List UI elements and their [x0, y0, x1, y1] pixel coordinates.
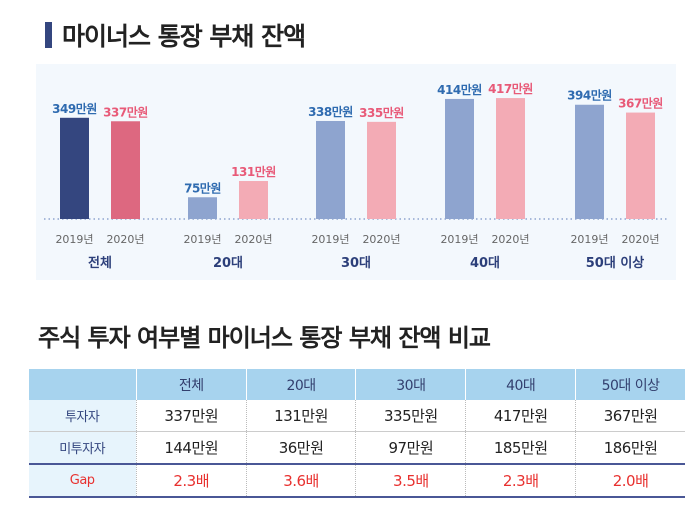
year-tick-label: 2019년 — [183, 233, 221, 246]
column-header: 50대 이상 — [575, 369, 685, 400]
table-cell: 97만원 — [355, 431, 466, 465]
column-header: 20대 — [245, 369, 356, 400]
data-label: 414만원 — [437, 82, 482, 97]
table-header-row: 전체 20대 30대 40대 50대 이상 — [28, 369, 685, 400]
table-cell: 131만원 — [245, 400, 356, 432]
category-label: 40대 — [470, 256, 500, 271]
table-cell: 186만원 — [575, 431, 685, 465]
bar-2020년 — [367, 121, 396, 219]
title-marker — [45, 22, 52, 48]
bar-2020년 — [239, 181, 268, 219]
data-label: 337만원 — [103, 104, 148, 119]
data-label: 349만원 — [52, 101, 97, 116]
category-label: 50대 이상 — [586, 255, 645, 271]
year-tick-label: 2020년 — [362, 233, 400, 246]
row-header: Gap — [28, 464, 137, 498]
bar-2019년 — [575, 104, 604, 219]
category-label: 전체 — [88, 255, 112, 271]
column-header — [28, 369, 137, 400]
table-cell: 337만원 — [135, 400, 247, 432]
table-row: Gap 2.3배 3.6배 3.5배 2.3배 2.0배 — [28, 464, 685, 498]
data-label: 394만원 — [567, 88, 612, 103]
bar-2019년 — [316, 120, 345, 219]
table-cell: 3.5배 — [355, 464, 466, 498]
category-label: 30대 — [341, 256, 371, 271]
year-tick-label: 2019년 — [311, 233, 349, 246]
table-cell: 367만원 — [575, 400, 685, 432]
comparison-table: 전체 20대 30대 40대 50대 이상 투자자 337만원 131만원 335만원 417만… — [28, 369, 685, 498]
data-label: 417만원 — [488, 81, 533, 96]
bar-2020년 — [111, 121, 140, 219]
table-cell: 3.6배 — [245, 464, 356, 498]
table-cell: 417만원 — [465, 400, 576, 432]
year-tick-label: 2019년 — [440, 233, 478, 246]
bar-2019년 — [445, 98, 474, 219]
table-cell: 2.3배 — [465, 464, 576, 498]
column-header: 전체 — [135, 369, 247, 400]
bar-2019년 — [188, 197, 217, 219]
data-label: 338만원 — [308, 104, 353, 119]
table-cell: 144만원 — [135, 431, 247, 465]
data-label: 367만원 — [618, 96, 663, 111]
chart-title: 마이너스 통장 부채 잔액 — [45, 18, 306, 52]
year-tick-label: 2019년 — [55, 233, 93, 246]
table-title: 주식 투자 여부별 마이너스 통장 부채 잔액 비교 — [38, 324, 491, 352]
table-cell: 335만원 — [355, 400, 466, 432]
bar-2019년 — [60, 117, 89, 219]
category-label: 20대 — [213, 256, 243, 271]
data-label: 131만원 — [231, 164, 276, 179]
table-cell: 185만원 — [465, 431, 576, 465]
year-tick-label: 2020년 — [106, 233, 144, 246]
table-row: 미투자자 144만원 36만원 97만원 185만원 186만원 — [28, 431, 685, 465]
data-label: 75만원 — [184, 180, 221, 195]
row-header: 미투자자 — [28, 431, 137, 465]
bar-2020년 — [626, 112, 655, 219]
chart-title-text: 마이너스 통장 부채 잔액 — [62, 22, 306, 51]
bar-2020년 — [496, 98, 525, 219]
column-header: 40대 — [465, 369, 576, 400]
column-header: 30대 — [355, 369, 466, 400]
year-tick-label: 2019년 — [570, 233, 608, 246]
table-cell: 2.3배 — [135, 464, 247, 498]
table-cell: 36만원 — [245, 431, 356, 465]
table-row: 투자자 337만원 131만원 335만원 417만원 367만원 — [28, 400, 685, 432]
data-label: 335만원 — [359, 105, 404, 120]
year-tick-label: 2020년 — [621, 233, 659, 246]
table-cell: 2.0배 — [575, 464, 685, 498]
row-header: 투자자 — [28, 400, 137, 432]
year-tick-label: 2020년 — [491, 233, 529, 246]
year-tick-label: 2020년 — [234, 233, 272, 246]
